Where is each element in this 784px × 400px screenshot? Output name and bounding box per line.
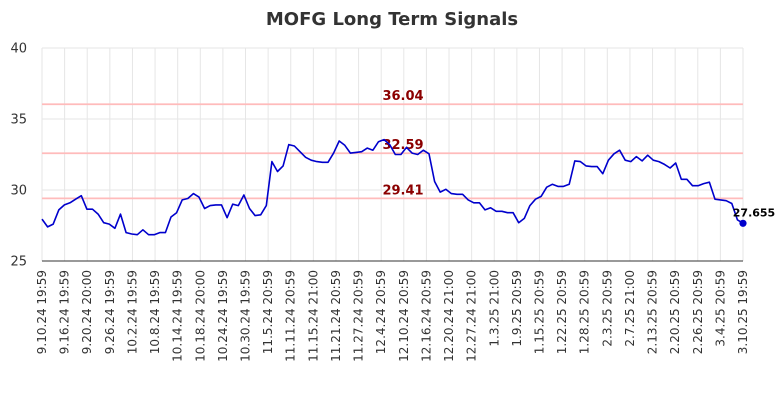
x-tick-label: 1.22.25 20:59 <box>555 270 569 354</box>
x-tick-label: 1.9.25 20:59 <box>510 270 524 347</box>
x-tick-label: 2.13.25 20:59 <box>646 270 660 354</box>
x-tick-label: 10.2.24 19:59 <box>125 270 139 354</box>
x-tick-label: 10.14.24 19:59 <box>171 270 185 362</box>
y-tick-label: 40 <box>10 42 27 57</box>
x-tick-label: 10.8.24 19:59 <box>148 270 162 354</box>
grid <box>41 47 744 262</box>
last-value-label: 27.655 <box>733 206 775 219</box>
x-tick-label: 12.4.24 20:59 <box>374 270 388 354</box>
price-series-line <box>41 138 744 236</box>
x-tick-label: 2.3.25 20:59 <box>600 270 614 347</box>
x-tick-label: 1.3.25 21:00 <box>487 270 501 347</box>
x-tick-label: 9.26.24 19:59 <box>103 270 117 354</box>
x-tick-label: 2.26.25 20:59 <box>691 270 705 354</box>
x-tick-label: 11.21.24 20:59 <box>329 270 343 362</box>
x-tick-label: 2.7.25 21:00 <box>623 270 637 347</box>
x-tick-label: 11.11.24 20:59 <box>284 270 298 362</box>
x-tick-label: 9.16.24 19:59 <box>58 270 72 354</box>
x-tick-label: 12.16.24 20:59 <box>419 270 433 362</box>
x-tick-label: 3.10.25 19:59 <box>736 270 750 354</box>
x-tick-label: 12.27.24 21:00 <box>465 270 479 362</box>
x-tick-label: 2.20.25 20:59 <box>668 270 682 354</box>
chart-title: MOFG Long Term Signals <box>266 9 518 30</box>
x-tick-label: 10.30.24 19:59 <box>239 270 253 362</box>
x-tick-label: 11.5.24 20:59 <box>261 270 275 354</box>
x-tick-label: 10.24.24 19:59 <box>216 270 230 362</box>
signal-label: 29.41 <box>382 183 423 198</box>
x-tick-label: 11.27.24 20:59 <box>352 270 366 362</box>
x-tick-label: 1.28.25 20:59 <box>578 270 592 354</box>
signal-label: 36.04 <box>382 89 423 104</box>
x-tick-label: 9.10.24 19:59 <box>35 270 49 354</box>
x-axis: 9.10.24 19:59 9.16.24 19:59 9.20.24 20:00 9… <box>35 260 750 362</box>
x-tick-label: 12.20.24 21:00 <box>442 270 456 362</box>
x-tick-label: 9.20.24 20:00 <box>80 270 94 354</box>
x-tick-label: 1.15.25 20:59 <box>532 270 546 354</box>
y-tick-label: 25 <box>10 255 27 270</box>
x-tick-label: 11.15.24 21:00 <box>306 270 320 362</box>
y-tick-label: 30 <box>10 184 27 199</box>
y-tick-label: 35 <box>10 113 27 128</box>
x-tick-label: 3.4.25 20:59 <box>713 270 727 347</box>
x-tick-label: 10.18.24 20:00 <box>193 270 207 362</box>
y-axis: 25 30 35 40 <box>10 42 27 270</box>
last-value-point <box>739 219 747 227</box>
x-tick-label: 12.10.24 20:59 <box>397 270 411 362</box>
